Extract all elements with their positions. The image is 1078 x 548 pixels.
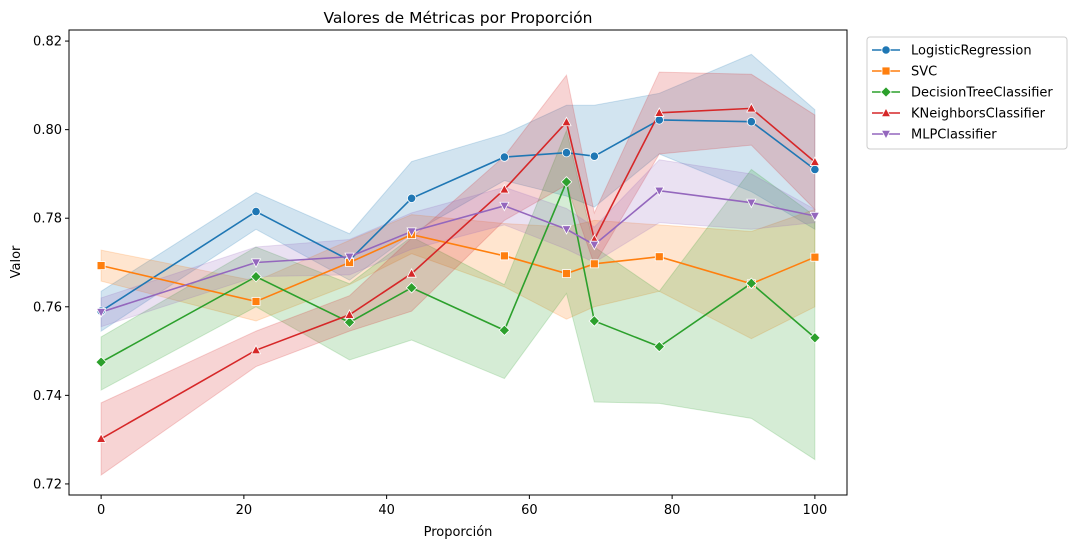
data-point-decisiontreeclassifier bbox=[560, 176, 573, 188]
data-point-svc bbox=[562, 269, 571, 278]
data-point-logisticregression bbox=[499, 152, 509, 162]
x-tick-label: 60 bbox=[521, 503, 538, 518]
data-point-decisiontreeclassifier bbox=[653, 340, 666, 353]
legend-marker-svc bbox=[881, 66, 891, 76]
data-point-svc bbox=[251, 297, 261, 306]
data-point-logisticregression bbox=[561, 148, 572, 158]
data-point-decisiontreeclassifier bbox=[745, 277, 758, 290]
chart-title: Valores de Métricas por Proporción bbox=[324, 9, 593, 27]
legend-label-decisiontreeclassifier: DecisionTreeClassifier bbox=[911, 86, 1053, 101]
data-point-mlpclassifier bbox=[95, 308, 107, 318]
data-point-kneighborsclassifier bbox=[654, 107, 665, 117]
data-point-mlpclassifier bbox=[589, 240, 600, 251]
data-point-decisiontreeclassifier bbox=[250, 270, 262, 283]
data-point-mlpclassifier bbox=[746, 198, 757, 209]
data-point-mlpclassifier bbox=[561, 225, 572, 235]
data-point-kneighborsclassifier bbox=[809, 156, 821, 166]
data-point-mlpclassifier bbox=[250, 258, 262, 269]
x-tick-label: 80 bbox=[664, 503, 681, 518]
legend-marker-logisticregression bbox=[881, 45, 891, 55]
data-point-decisiontreeclassifier bbox=[588, 315, 601, 327]
data-point-logisticregression bbox=[746, 117, 756, 127]
legend-frame bbox=[866, 36, 1068, 150]
legend-marker-kneighborsclassifier bbox=[880, 107, 892, 117]
confidence-band-svc bbox=[100, 208, 816, 340]
data-point-mlpclassifier bbox=[499, 201, 510, 212]
data-point-svc bbox=[96, 261, 106, 271]
data-point-mlpclassifier bbox=[344, 252, 355, 263]
x-tick-label: 20 bbox=[236, 503, 253, 518]
series-line-mlpclassifier bbox=[100, 189, 816, 313]
data-point-decisiontreeclassifier bbox=[95, 356, 107, 368]
legend-label-svc: SVC bbox=[911, 65, 937, 80]
y-tick-label: 0.82 bbox=[33, 35, 62, 50]
y-tick-label: 0.74 bbox=[33, 389, 62, 404]
series-line-decisiontreeclassifier bbox=[100, 179, 816, 363]
data-point-logisticregression bbox=[654, 115, 664, 125]
data-point-kneighborsclassifier bbox=[344, 309, 355, 319]
data-point-decisiontreeclassifier bbox=[809, 332, 821, 344]
y-axis-ticks: 0.72 0.74 0.76 0.78 0.80 0.82 bbox=[33, 35, 69, 492]
data-point-logisticregression bbox=[251, 206, 261, 217]
x-tick-label: 40 bbox=[378, 503, 395, 518]
y-tick-label: 0.78 bbox=[33, 212, 62, 227]
data-point-decisiontreeclassifier bbox=[343, 316, 356, 329]
series-line-kneighborsclassifier bbox=[100, 107, 816, 440]
data-point-decisiontreeclassifier bbox=[405, 281, 418, 294]
data-point-svc bbox=[589, 259, 599, 269]
y-tick-label: 0.76 bbox=[33, 300, 62, 315]
x-tick-label: 0 bbox=[97, 503, 105, 518]
confidence-band-mlpclassifier bbox=[100, 159, 816, 328]
confidence-band-kneighborsclassifier bbox=[100, 71, 816, 477]
legend-label-mlpclassifier: MLPClassifier bbox=[911, 128, 997, 143]
x-axis-ticks: 0 20 40 60 80 100 bbox=[97, 495, 827, 518]
confidence-band-decisiontreeclassifier bbox=[100, 128, 816, 461]
data-point-kneighborsclassifier bbox=[561, 116, 572, 127]
series-markers bbox=[95, 102, 821, 443]
data-point-kneighborsclassifier bbox=[746, 102, 757, 113]
data-point-mlpclassifier bbox=[654, 186, 665, 197]
data-point-decisiontreeclassifier bbox=[498, 324, 511, 337]
x-tick-label: 100 bbox=[802, 503, 827, 518]
data-point-mlpclassifier bbox=[406, 227, 417, 238]
plot-frame bbox=[68, 29, 848, 496]
data-point-kneighborsclassifier bbox=[499, 183, 510, 194]
data-point-logisticregression bbox=[810, 164, 820, 175]
data-point-svc bbox=[499, 251, 509, 261]
x-axis-label: Proporción bbox=[424, 525, 493, 540]
legend-marker-mlpclassifier bbox=[880, 129, 892, 140]
data-point-kneighborsclassifier bbox=[250, 344, 262, 355]
legend-label-logisticregression: LogisticRegression bbox=[911, 44, 1032, 59]
data-point-kneighborsclassifier bbox=[406, 267, 417, 278]
series-lines bbox=[100, 107, 816, 440]
y-axis-label: Valor bbox=[9, 245, 24, 278]
data-point-kneighborsclassifier bbox=[95, 433, 107, 443]
series-line-svc bbox=[100, 233, 816, 303]
data-point-svc bbox=[810, 252, 820, 262]
confidence-bands bbox=[100, 53, 816, 477]
y-tick-label: 0.72 bbox=[33, 477, 62, 492]
legend: LogisticRegression SVC DecisionTreeClassif… bbox=[866, 36, 1068, 150]
legend-marker-decisiontreeclassifier bbox=[880, 86, 892, 98]
data-point-svc bbox=[654, 252, 664, 262]
data-point-logisticregression bbox=[407, 193, 417, 203]
legend-label-kneighborsclassifier: KNeighborsClassifier bbox=[911, 107, 1046, 122]
data-point-logisticregression bbox=[589, 151, 599, 161]
data-point-mlpclassifier bbox=[809, 211, 821, 222]
y-tick-label: 0.80 bbox=[33, 123, 62, 138]
confidence-band-logisticregression bbox=[100, 53, 816, 333]
